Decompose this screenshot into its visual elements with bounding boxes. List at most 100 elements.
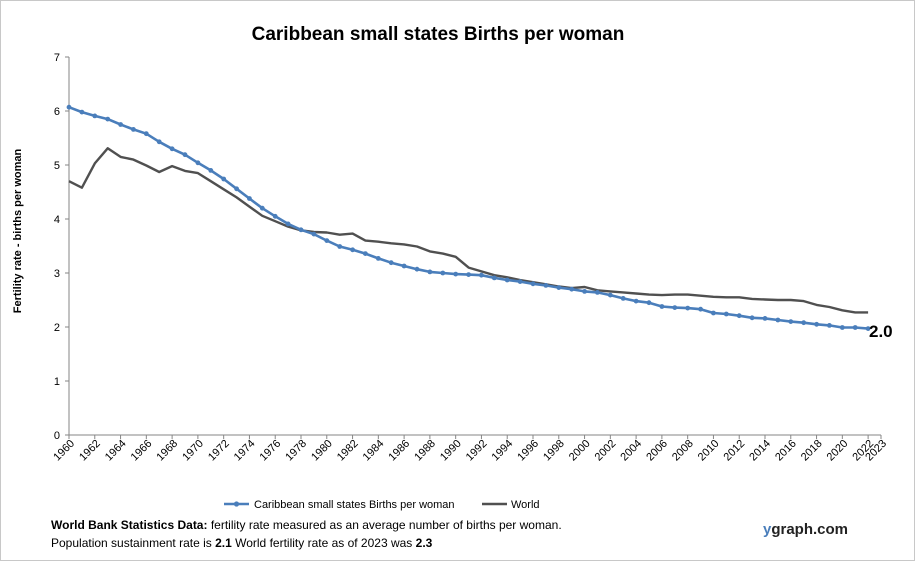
y-tick-label: 7	[54, 52, 60, 64]
data-point	[427, 269, 433, 275]
data-point	[543, 283, 549, 288]
x-tick-label: 1972	[206, 438, 232, 464]
legend: Caribbean small states Births per woman …	[224, 499, 540, 511]
data-point	[466, 272, 471, 277]
x-tick-label: 2010	[696, 438, 722, 464]
x-tick-label: 2012	[722, 438, 748, 464]
footer-world-value: 2.3	[415, 536, 433, 550]
data-point	[169, 146, 175, 152]
footer-line-2: Population sustainment rate is 2.1 World…	[51, 536, 432, 550]
end-value-label: 2.0	[869, 322, 893, 341]
x-tick-label: 1988	[412, 438, 438, 464]
data-point	[221, 176, 227, 182]
x-tick-label: 2014	[747, 438, 773, 464]
footer-sustainment-value: 2.1	[215, 536, 232, 550]
data-point	[143, 131, 149, 137]
legend-marker-caribbean	[233, 501, 240, 507]
data-point	[504, 277, 510, 283]
data-point	[620, 296, 626, 301]
x-tick-label: 2018	[799, 438, 825, 464]
chart-title: Caribbean small states Births per woman	[252, 24, 625, 45]
x-tick-label: 1996	[515, 438, 541, 464]
data-point	[839, 325, 845, 330]
data-point	[801, 320, 807, 326]
data-point	[156, 139, 162, 145]
data-point	[595, 290, 600, 295]
data-point	[247, 196, 252, 201]
data-point	[723, 311, 729, 317]
y-tick-label: 6	[54, 106, 60, 118]
data-point	[711, 310, 716, 316]
x-tick-label: 2002	[593, 438, 619, 464]
data-point	[66, 104, 72, 110]
y-tick-label: 1	[54, 376, 60, 388]
x-tick-label: 1962	[77, 438, 103, 464]
data-point	[105, 116, 111, 122]
data-point	[852, 325, 858, 330]
data-point	[414, 266, 420, 272]
x-tick-label: 1992	[464, 438, 490, 464]
data-point	[646, 300, 652, 306]
data-point	[607, 292, 613, 298]
data-point	[827, 323, 832, 328]
x-tick-label: 2000	[567, 438, 593, 464]
x-tick-label: 1984	[361, 438, 387, 464]
x-tick-label: 1986	[386, 438, 412, 464]
x-tick-label: 1974	[232, 438, 258, 464]
data-point	[582, 289, 587, 294]
x-tick-label: 1966	[129, 438, 155, 464]
data-point	[195, 160, 201, 166]
data-point	[131, 126, 136, 132]
footer-line-1: World Bank Statistics Data: fertility ra…	[51, 518, 562, 532]
x-tick-label: 1980	[309, 438, 335, 464]
ygraph-logo[interactable]: ygraph.com	[763, 521, 848, 538]
data-point	[259, 205, 265, 211]
data-point	[788, 319, 794, 324]
data-point	[865, 326, 871, 331]
footer-world-text: World fertility rate as of 2023 was	[231, 536, 416, 550]
data-point	[272, 213, 278, 219]
x-tick-label: 1982	[335, 438, 361, 464]
data-point	[285, 221, 291, 227]
data-point	[298, 227, 304, 233]
legend-label-caribbean: Caribbean small states Births per woman	[254, 499, 455, 511]
data-point	[401, 263, 407, 269]
data-point	[633, 298, 639, 304]
data-point	[234, 186, 240, 192]
data-point	[337, 244, 343, 249]
data-point	[118, 122, 123, 127]
series-line-world	[68, 147, 869, 314]
y-tick-label: 4	[54, 214, 60, 226]
x-tick-label: 2006	[644, 438, 670, 464]
data-point	[363, 251, 368, 256]
x-tick-label: 1968	[154, 438, 180, 464]
data-point	[517, 279, 523, 284]
data-point	[92, 113, 98, 119]
legend-label-world: World	[511, 499, 540, 511]
data-point	[324, 238, 330, 244]
x-tick-label: 1994	[490, 438, 516, 464]
data-point	[556, 285, 562, 290]
data-point	[569, 286, 575, 292]
data-point	[388, 260, 394, 266]
data-point	[311, 231, 317, 237]
y-tick-label: 2	[54, 322, 60, 334]
data-point	[530, 281, 536, 287]
data-point	[762, 316, 768, 321]
x-tick-label: 2008	[670, 438, 696, 464]
x-tick-label: 1978	[283, 438, 309, 464]
x-tick-label: 1970	[180, 438, 206, 464]
y-tick-label: 3	[54, 268, 60, 280]
footer-sustainment-text: Population sustainment rate is	[51, 536, 216, 550]
logo-text: graph.com	[771, 521, 849, 538]
y-tick-label: 0	[54, 430, 60, 442]
y-tick-label: 5	[54, 160, 60, 172]
data-point	[736, 313, 742, 319]
data-point	[182, 152, 188, 158]
data-point	[672, 305, 678, 310]
logo-y: y	[763, 521, 772, 538]
x-tick-label: 2020	[825, 438, 851, 464]
data-point	[698, 306, 703, 312]
data-point	[440, 270, 446, 276]
x-tick-label: 2016	[773, 438, 799, 464]
